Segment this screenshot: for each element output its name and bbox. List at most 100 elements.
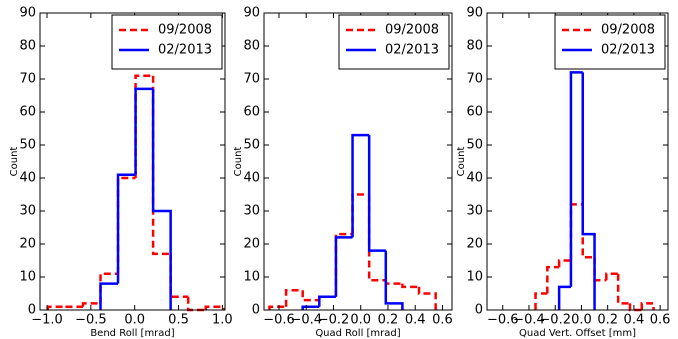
histogram-step	[593, 257, 607, 282]
histogram-step	[581, 72, 596, 310]
histogram-step	[81, 302, 101, 307]
x-tick-label: −0.4	[290, 313, 322, 328]
histogram-step	[318, 295, 336, 307]
legend-label: 09/2008	[158, 23, 212, 38]
y-axis-label: Count	[9, 147, 20, 177]
histogram-step	[116, 173, 136, 284]
x-tick-label: −0.5	[75, 313, 107, 328]
histogram-step	[134, 87, 154, 175]
x-tick-label: −0.2	[539, 313, 571, 328]
x-tick-label: 1.0	[212, 313, 233, 328]
x-axis-label: Quad Vert. Offset [mm]	[519, 328, 636, 339]
y-axis-label: Count	[456, 147, 467, 177]
x-tick-label: 0.4	[624, 313, 645, 328]
y-tick-label: 20	[243, 237, 260, 252]
histogram-step	[116, 176, 136, 274]
y-tick-label: 60	[19, 105, 36, 120]
y-tick-label: 70	[19, 72, 36, 87]
y-tick-label: 30	[19, 204, 36, 219]
legend-label: 02/2013	[385, 43, 439, 58]
histogram-step	[546, 265, 560, 294]
x-axis-label: Quad Roll [mrad]	[315, 328, 400, 339]
histogram-step	[334, 232, 353, 297]
x-axis-label: Bend Roll [mrad]	[90, 328, 174, 339]
y-tick-label: 90	[243, 6, 260, 21]
x-tick-label: −0.6	[263, 313, 295, 328]
y-tick-label: 10	[19, 270, 36, 285]
histogram-step	[268, 305, 287, 310]
histogram-step	[534, 292, 548, 310]
histogram-step	[99, 272, 119, 304]
y-tick-label: 40	[19, 171, 36, 186]
histogram-step	[417, 286, 437, 310]
histogram-step	[351, 133, 370, 238]
legend-box	[554, 14, 666, 70]
y-tick-label: 70	[243, 72, 260, 87]
y-tick-label: 40	[466, 171, 483, 186]
y-tick-label: 30	[466, 204, 483, 219]
x-tick-label: 0.4	[405, 313, 426, 328]
y-tick-label: 0	[475, 303, 483, 318]
histogram-step	[151, 88, 172, 310]
histogram-step	[581, 204, 595, 259]
histogram-step	[384, 280, 403, 285]
y-tick-label: 20	[19, 237, 36, 252]
plot-frame	[263, 12, 453, 311]
histogram-step	[151, 75, 171, 256]
panel: 0 10 20 30 40 50 60 70 80 90 −0.6−0.4−0.2 0.0 0.2 0.4…	[456, 6, 670, 339]
x-tick-label: −0.6	[487, 313, 519, 328]
y-tick-label: 80	[19, 39, 36, 54]
y-tick-label: 90	[466, 6, 483, 21]
histogram-step	[367, 194, 386, 282]
legend-box	[338, 14, 450, 70]
x-tick-label: 0.6	[650, 313, 671, 328]
y-tick-label: 50	[466, 138, 483, 153]
x-tick-label: 0.5	[168, 313, 189, 328]
x-tick-label: 0.0	[350, 313, 371, 328]
panel: 0 10 20 30 40 50 60 70 80 90 −1.0 −0.5 0.0 0.5 1.0 Bend…	[9, 6, 233, 339]
plot-frame	[39, 12, 226, 311]
plot-frame	[486, 12, 669, 311]
y-tick-label: 60	[466, 105, 483, 120]
x-tick-label: 0.0	[124, 313, 145, 328]
legend-box	[111, 14, 223, 70]
legend-label: 09/2008	[601, 23, 655, 38]
histogram-step	[569, 71, 583, 287]
y-tick-label: 50	[19, 138, 36, 153]
histogram-step	[99, 282, 119, 310]
histogram-step	[284, 288, 303, 307]
legend-label: 02/2013	[158, 43, 212, 58]
histogram-step	[628, 303, 642, 312]
x-tick-label: 0.2	[597, 313, 618, 328]
y-tick-label: 10	[466, 270, 483, 285]
y-tick-label: 70	[466, 72, 483, 87]
histogram-step	[301, 290, 320, 302]
histogram-step	[169, 253, 189, 299]
legend-label: 09/2008	[385, 23, 439, 38]
y-tick-label: 90	[19, 6, 36, 21]
y-tick-label: 0	[252, 303, 260, 318]
histogram-step	[367, 135, 386, 252]
y-tick-label: 30	[243, 204, 260, 219]
x-tick-label: −1.0	[31, 313, 63, 328]
histogram-step	[134, 74, 154, 178]
y-tick-label: 40	[243, 171, 260, 186]
histogram-step	[557, 259, 571, 268]
y-axis-label: Count	[233, 147, 244, 177]
y-tick-label: 60	[243, 105, 260, 120]
histogram-step	[351, 193, 370, 235]
y-tick-label: 80	[243, 39, 260, 54]
histogram-step	[640, 302, 655, 310]
y-tick-label: 10	[243, 270, 260, 285]
histogram-step	[616, 273, 630, 305]
histogram-step	[557, 285, 571, 310]
histogram-step	[605, 272, 619, 281]
y-tick-label: 20	[466, 237, 483, 252]
histogram-step	[186, 296, 206, 312]
y-tick-label: 0	[28, 303, 36, 318]
y-tick-label: 80	[466, 39, 483, 54]
x-tick-label: 0.6	[432, 313, 453, 328]
histogram-step	[401, 283, 420, 289]
histogram-step	[384, 250, 404, 310]
